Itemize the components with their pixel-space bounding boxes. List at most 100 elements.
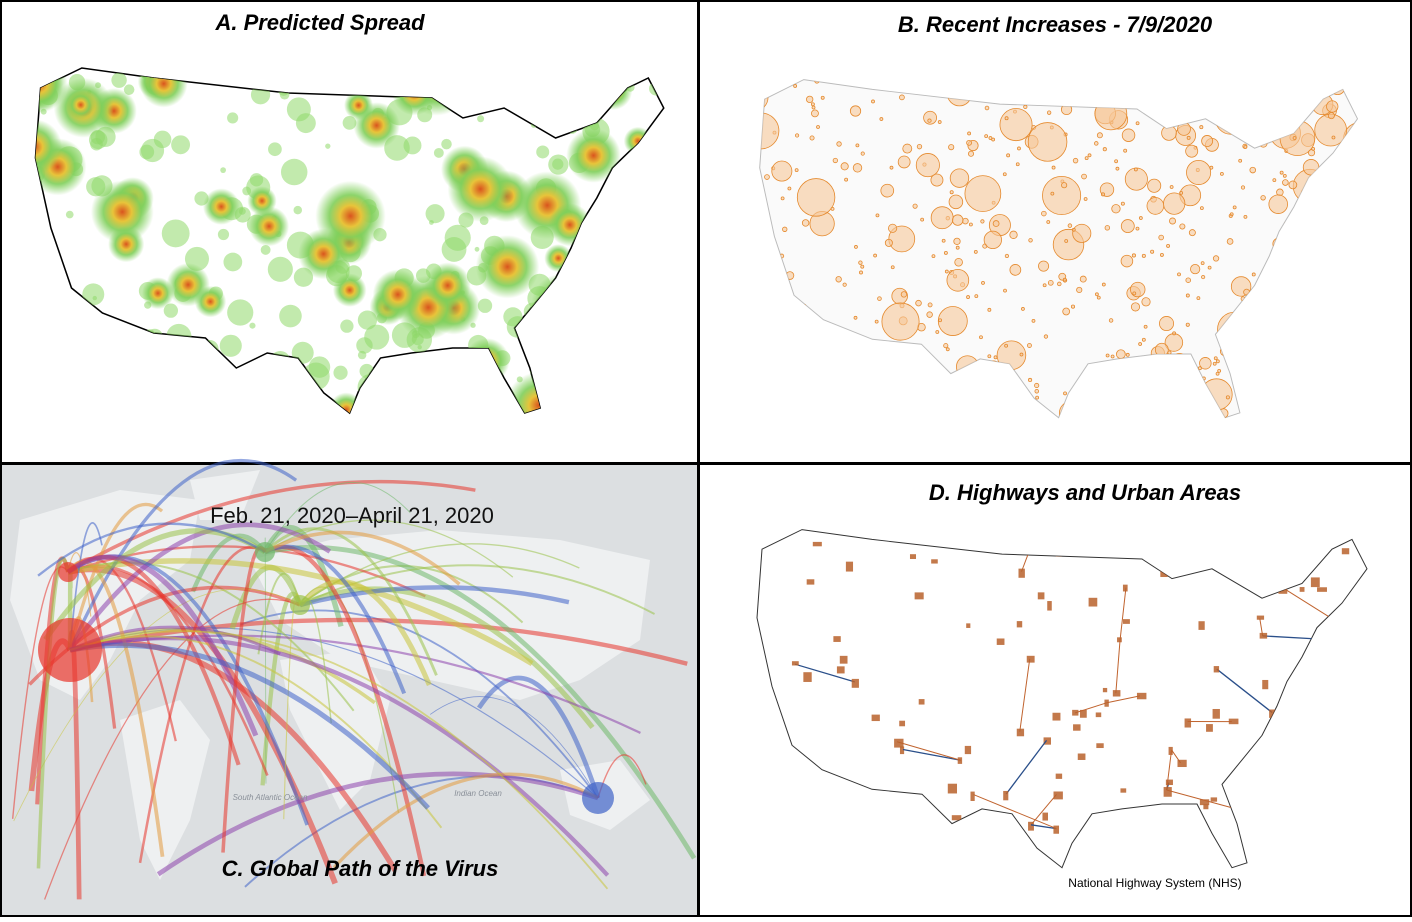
speckle <box>477 115 484 122</box>
bubble <box>794 84 797 87</box>
bubble <box>1186 160 1210 184</box>
hotspot <box>315 181 385 251</box>
speckle <box>434 148 444 158</box>
bubble <box>1101 193 1104 196</box>
bubble <box>1190 264 1199 273</box>
urban-area <box>1300 587 1305 592</box>
bubble <box>831 207 834 210</box>
speckle <box>249 323 255 329</box>
bubble <box>1072 228 1075 231</box>
bubble <box>1282 180 1288 186</box>
urban-area <box>1213 709 1220 719</box>
bubble <box>1077 287 1082 292</box>
urban-area <box>840 656 848 664</box>
urban-area <box>1053 826 1059 834</box>
bubble <box>1043 284 1046 287</box>
bubble <box>885 239 892 246</box>
bubble <box>1073 224 1091 242</box>
bubble <box>1028 378 1031 381</box>
bubble <box>947 269 969 291</box>
bubble <box>843 283 846 286</box>
bubble <box>781 197 784 200</box>
bubble <box>1213 362 1216 365</box>
bubble <box>974 250 977 253</box>
urban-area <box>1211 797 1217 801</box>
urban-area <box>1056 774 1062 779</box>
bubble <box>1151 250 1154 253</box>
urban-area <box>1198 621 1204 630</box>
bubble <box>1169 218 1175 224</box>
bubble <box>788 187 791 190</box>
bubble <box>1142 254 1145 257</box>
bubble <box>901 292 907 298</box>
panel-d: D. Highways and Urban Areas National Hig… <box>699 464 1411 916</box>
urban-area <box>1123 619 1130 624</box>
urban-area <box>1096 743 1103 748</box>
bubble <box>992 138 995 141</box>
bubble <box>888 224 896 232</box>
urban-area <box>1206 724 1213 732</box>
bubble <box>850 106 860 116</box>
bubble <box>1180 224 1185 229</box>
bubble <box>1139 217 1142 220</box>
bubble <box>1052 166 1055 169</box>
bubble <box>1027 344 1031 348</box>
bubble <box>1283 174 1286 177</box>
urban-area <box>1003 791 1008 800</box>
urban-area <box>1052 713 1060 721</box>
bubble <box>1289 181 1297 189</box>
speckle <box>268 142 282 156</box>
bubble <box>1028 123 1067 162</box>
bubble <box>1198 367 1201 370</box>
bubble <box>1063 308 1070 315</box>
urban-area <box>1017 729 1024 737</box>
bubble <box>932 255 935 258</box>
bubble <box>1244 146 1247 149</box>
bubble <box>1068 224 1072 228</box>
bubble <box>811 110 818 117</box>
hotspot <box>448 156 514 222</box>
bubble <box>975 295 978 298</box>
bubble <box>882 303 919 340</box>
bubble <box>1097 133 1102 138</box>
bubble <box>1213 256 1218 261</box>
bubble <box>936 331 939 334</box>
urban-area <box>1137 693 1146 699</box>
urban-area <box>1104 700 1108 707</box>
bubble <box>1186 278 1191 283</box>
map-caption: National Highway System (NHS) <box>1068 876 1241 890</box>
bubble <box>994 356 997 359</box>
bubble <box>854 316 857 319</box>
urban-area <box>931 559 938 563</box>
bubble <box>1220 172 1223 175</box>
bubble <box>1095 293 1098 296</box>
bubble <box>1200 207 1203 210</box>
bubble <box>1133 292 1136 295</box>
bubble <box>1020 353 1023 356</box>
bubble <box>938 307 967 336</box>
urban-area <box>1042 813 1048 821</box>
bubble <box>1136 227 1139 230</box>
urban-area <box>872 715 880 721</box>
bubble <box>833 158 837 162</box>
bubble <box>916 300 922 306</box>
urban-area <box>1203 804 1208 809</box>
hub <box>58 562 78 582</box>
bubble <box>985 135 988 138</box>
bubble <box>1244 215 1247 218</box>
urban-area <box>1054 791 1063 799</box>
bubble <box>1063 278 1066 281</box>
bubble <box>880 118 883 121</box>
urban-area <box>1185 718 1191 727</box>
bubble <box>944 251 947 254</box>
bubble <box>1134 168 1137 171</box>
bubble <box>1269 195 1288 214</box>
bubble <box>1186 294 1189 297</box>
speckle <box>356 337 372 353</box>
urban-area <box>1072 710 1078 716</box>
bubble <box>1226 396 1229 399</box>
hotspot <box>66 90 95 119</box>
speckle <box>279 305 302 328</box>
urban-area <box>965 746 971 754</box>
bubble <box>806 96 813 103</box>
